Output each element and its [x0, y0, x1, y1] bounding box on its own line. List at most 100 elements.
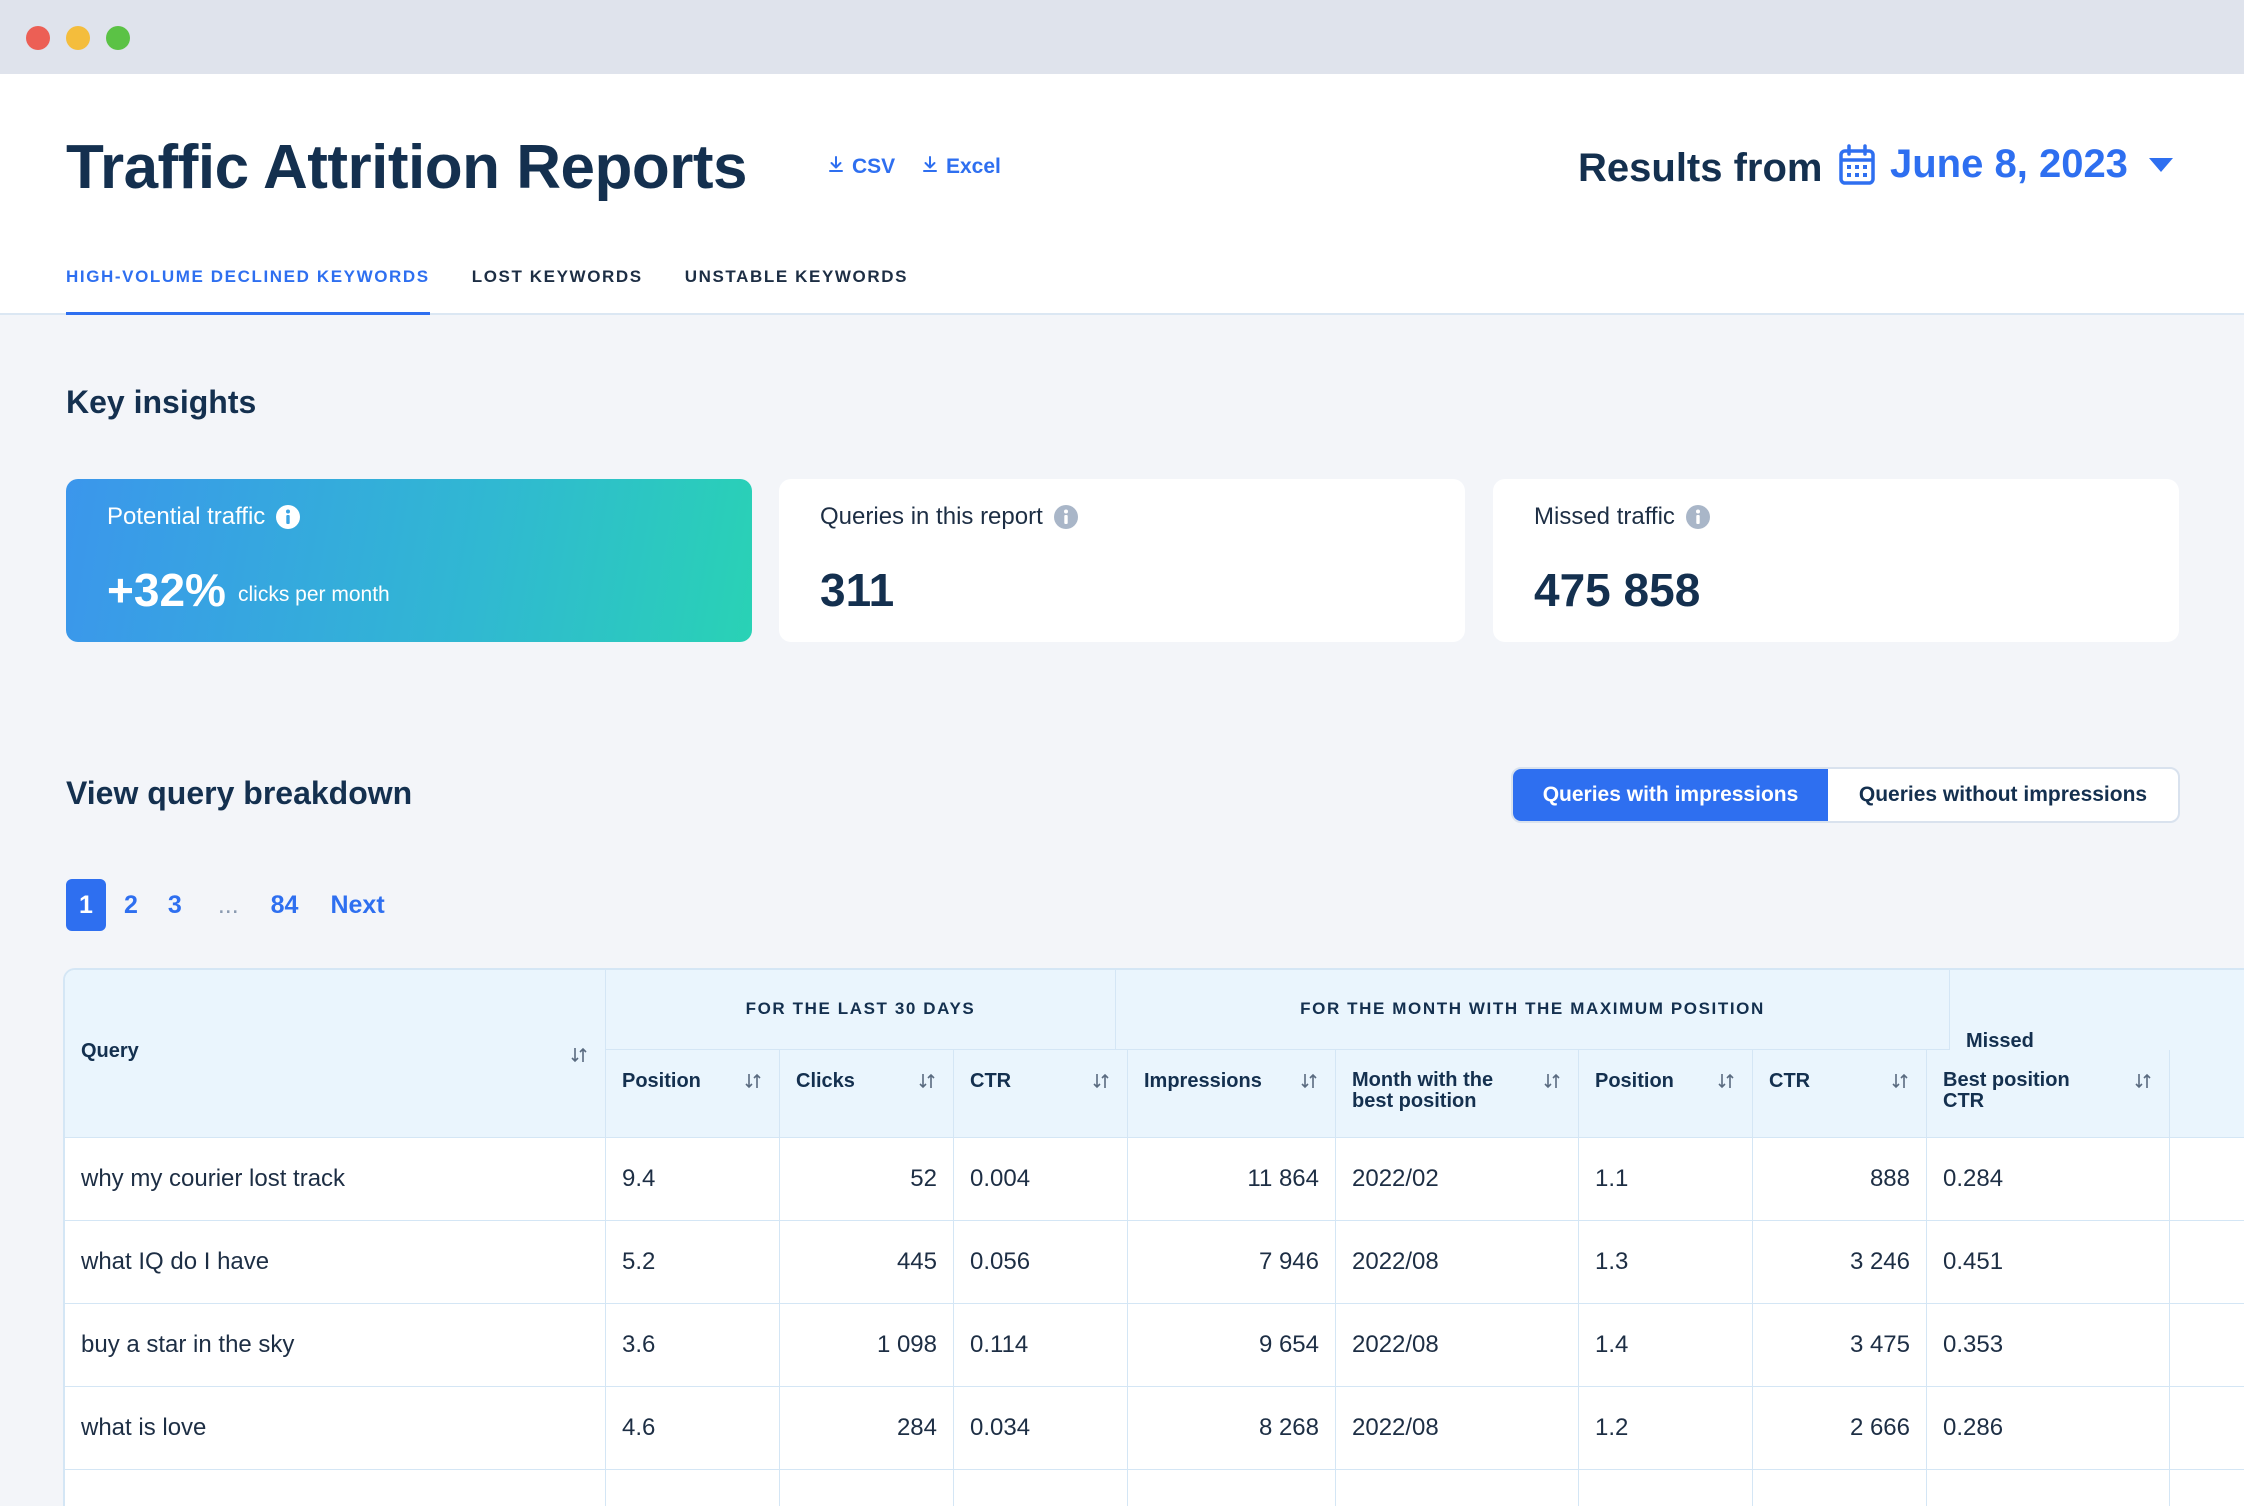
sort-icon[interactable] — [1544, 1072, 1560, 1090]
potential-traffic-value: +32% — [107, 564, 226, 616]
queries-count-label-row: Queries in this report — [820, 503, 1079, 531]
info-icon[interactable] — [275, 504, 301, 530]
cell-best-ctr: 0.451 — [1927, 1221, 2170, 1304]
cell-query: what IQ do I have — [65, 1221, 606, 1304]
page-3-button[interactable]: 3 — [167, 890, 182, 919]
download-excel-link[interactable]: Excel — [920, 154, 1001, 180]
info-icon[interactable] — [1685, 504, 1711, 530]
cell-impressions — [1128, 1470, 1336, 1506]
cell-best-ctr: 0.353 — [1927, 1304, 2170, 1387]
tab-lost-keywords[interactable]: LOST KEYWORDS — [471, 267, 643, 286]
column-header-label: Month with the best position — [1352, 1069, 1494, 1112]
cell-best-ctr: 0.284 — [1927, 1138, 2170, 1221]
sort-icon[interactable] — [1718, 1072, 1734, 1090]
cell-month — [1336, 1470, 1579, 1506]
cell-impressions: 7 946 — [1128, 1221, 1336, 1304]
cell-query: buy a star in the sky — [65, 1304, 606, 1387]
column-header-ctr[interactable]: CTR — [954, 1050, 1128, 1138]
missed-traffic-label-row: Missed traffic — [1534, 503, 1711, 531]
cell-impressions: 8 268 — [1128, 1387, 1336, 1470]
missed-traffic-value: 475 858 — [1534, 564, 1701, 616]
queries-count-value: 311 — [820, 564, 895, 616]
sort-icon[interactable] — [745, 1072, 761, 1090]
next-page-button[interactable]: Next — [330, 890, 385, 919]
caret-down-icon — [2142, 157, 2174, 173]
download-icon — [920, 154, 940, 180]
cell-query: what is love — [65, 1387, 606, 1470]
cell-best-clicks: 888 — [1753, 1138, 1927, 1221]
cell-clicks — [780, 1470, 954, 1506]
cell-ctr: 0.034 — [954, 1387, 1128, 1470]
cell-clicks: 284 — [780, 1387, 954, 1470]
column-header-label: CTR — [1769, 1070, 1811, 1092]
cell-ctr: 0.004 — [954, 1138, 1128, 1221]
cell-position: 9.4 — [606, 1138, 780, 1221]
page-84-button[interactable]: 84 — [270, 890, 299, 919]
pagination-ellipsis: ... — [217, 890, 239, 919]
column-header-impressions[interactable]: Impressions — [1128, 1050, 1336, 1138]
column-header-clicks[interactable]: Clicks — [780, 1050, 954, 1138]
close-window-button[interactable] — [26, 26, 50, 50]
cell-missed-traffic — [2170, 1470, 2244, 1506]
cell-best-clicks: 2 666 — [1753, 1387, 1927, 1470]
potential-traffic-label-row: Potential traffic — [107, 503, 301, 531]
page-1-button[interactable]: 1 — [66, 879, 106, 931]
cell-month: 2022/02 — [1336, 1138, 1579, 1221]
group-header-max-position-month: FOR THE MONTH WITH THE MAXIMUM POSITION — [1116, 970, 1950, 1050]
cell-position: 5.2 — [606, 1221, 780, 1304]
results-from-label: Results from — [1578, 146, 1823, 190]
cell-best-position: 1.3 — [1579, 1221, 1753, 1304]
cell-best-clicks: 3 475 — [1753, 1304, 1927, 1387]
column-header-query[interactable]: Query — [65, 970, 606, 1138]
column-header-best-position-ctr[interactable]: Best position CTR — [1927, 1050, 2170, 1138]
cell-position — [606, 1470, 780, 1506]
minimize-window-button[interactable] — [66, 26, 90, 50]
page-2-button[interactable]: 2 — [124, 890, 138, 919]
query-table: Query FOR THE LAST 30 DAYS FOR THE MONTH… — [63, 968, 2244, 1506]
sort-icon[interactable] — [919, 1072, 935, 1090]
sort-icon[interactable] — [2135, 1072, 2151, 1090]
sort-icon[interactable] — [1301, 1072, 1317, 1090]
cell-best-ctr: 0.286 — [1927, 1387, 2170, 1470]
cell-best-position: 1.4 — [1579, 1304, 1753, 1387]
impressions-toggle: Queries with impressions Queries without… — [1511, 767, 2180, 823]
sort-icon[interactable] — [571, 1046, 587, 1064]
sort-icon[interactable] — [1892, 1072, 1908, 1090]
cell-clicks: 52 — [780, 1138, 954, 1221]
column-header-position[interactable]: Position — [606, 1050, 780, 1138]
info-icon[interactable] — [1053, 504, 1079, 530]
cell-month: 2022/08 — [1336, 1387, 1579, 1470]
maximize-window-button[interactable] — [106, 26, 130, 50]
cell-query: why my courier lost track — [65, 1138, 606, 1221]
column-header-best-month-ctr[interactable]: CTR — [1753, 1050, 1927, 1138]
column-header-best-month[interactable]: Month with the best position — [1336, 1050, 1579, 1138]
page-header: Traffic Attrition Reports CSV Excel Resu… — [0, 74, 2244, 315]
cell-clicks: 445 — [780, 1221, 954, 1304]
column-header-best-position[interactable]: Position — [1579, 1050, 1753, 1138]
tab-unstable-keywords[interactable]: UNSTABLE KEYWORDS — [684, 267, 909, 286]
queries-count-card: Queries in this report 311 — [779, 479, 1465, 642]
column-header-label: Best position CTR — [1943, 1069, 2070, 1112]
date-picker[interactable]: June 8, 2023 — [1838, 142, 2174, 187]
queries-with-impressions-button[interactable]: Queries with impressions — [1513, 769, 1828, 821]
page-title: Traffic Attrition Reports — [66, 133, 748, 202]
cell-best-position: 1.1 — [1579, 1138, 1753, 1221]
tab-high-volume-declined-keywords[interactable]: HIGH-VOLUME DECLINED KEYWORDS — [66, 268, 430, 315]
column-header-label: Clicks — [796, 1070, 855, 1092]
cell-ctr: 0.056 — [954, 1221, 1128, 1304]
cell-impressions: 9 654 — [1128, 1304, 1336, 1387]
card-label: Missed traffic — [1534, 503, 1675, 530]
column-header-label: Query — [81, 1040, 139, 1062]
download-icon — [826, 154, 846, 180]
card-label: Potential traffic — [107, 503, 266, 530]
cell-best-position — [1579, 1470, 1753, 1506]
download-excel-label: Excel — [946, 155, 1001, 178]
cell-missed-traffic — [2170, 1221, 2244, 1304]
group-header-last-30-days: FOR THE LAST 30 DAYS — [606, 970, 1116, 1050]
download-csv-link[interactable]: CSV — [826, 154, 895, 180]
queries-without-impressions-button[interactable]: Queries without impressions — [1858, 783, 2148, 806]
sort-icon[interactable] — [1093, 1072, 1109, 1090]
window-titlebar — [0, 0, 2244, 74]
column-header-label: CTR — [970, 1070, 1012, 1092]
cell-month: 2022/08 — [1336, 1304, 1579, 1387]
